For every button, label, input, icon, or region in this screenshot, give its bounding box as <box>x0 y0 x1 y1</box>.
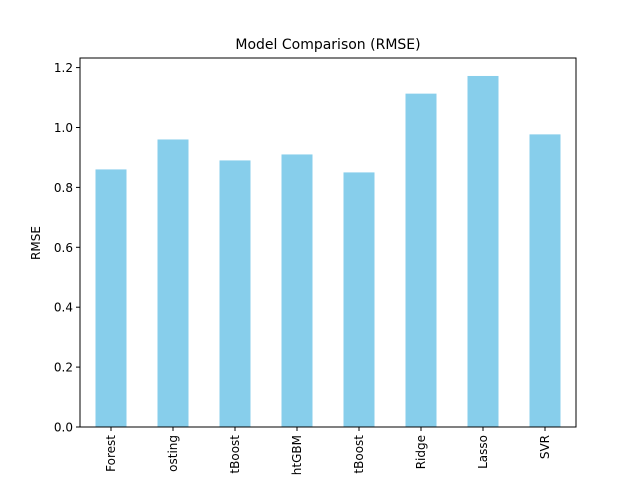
bar-3 <box>281 154 313 427</box>
y-tick-label-4: 0.8 <box>54 181 73 195</box>
chart-title: Model Comparison (RMSE) <box>235 37 420 53</box>
bar-4 <box>343 172 375 427</box>
bar-7 <box>529 134 561 427</box>
bar-1 <box>157 139 189 427</box>
axes-frame <box>79 57 577 428</box>
y-axis: 0.0 0.2 0.4 0.6 0.8 1.0 1.2 <box>54 61 80 435</box>
x-tick-label-1: osting <box>166 435 180 472</box>
x-tick-label-4: tBoost <box>352 435 366 474</box>
y-axis-label: RMSE <box>29 226 43 260</box>
x-tick-label-3: htGBM <box>290 435 304 475</box>
y-tick-label-3: 0.6 <box>54 241 73 255</box>
y-tick-label-2: 0.4 <box>54 301 73 315</box>
x-tick-label-2: tBoost <box>228 435 242 474</box>
bar-0 <box>95 169 127 428</box>
x-tick-label-5: Ridge <box>414 435 428 469</box>
bar-5 <box>405 93 437 427</box>
x-tick-label-6: Lasso <box>476 435 490 469</box>
y-tick-label-6: 1.2 <box>54 61 73 75</box>
x-tick-label-0: Forest <box>104 435 118 472</box>
bar-2 <box>219 160 251 427</box>
y-tick-label-1: 0.2 <box>54 361 73 375</box>
bars-group <box>95 75 561 428</box>
bar-6 <box>467 75 499 427</box>
x-tick-label-7: SVR <box>538 435 552 459</box>
x-axis: Forest osting tBoost htGBM tBoost Ridge Lasso S… <box>104 427 552 475</box>
y-tick-label-0: 0.0 <box>54 421 73 435</box>
y-tick-label-5: 1.0 <box>54 121 73 135</box>
